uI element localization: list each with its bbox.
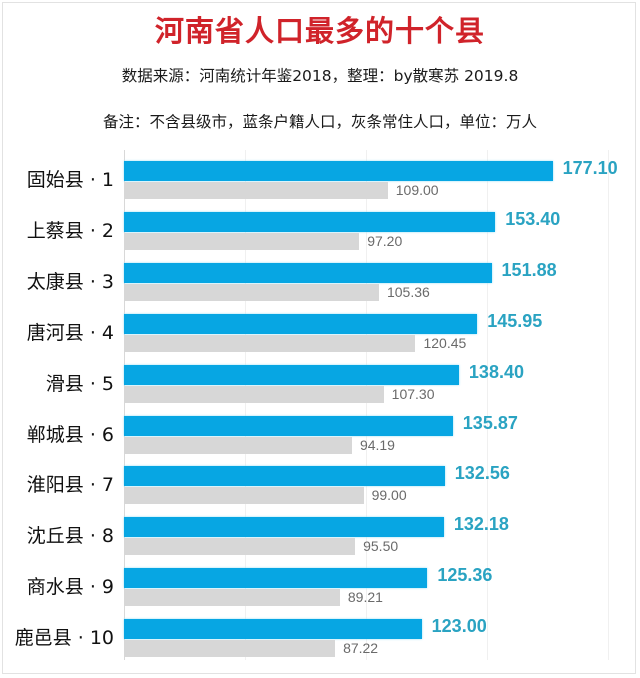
gridline bbox=[487, 150, 488, 660]
chart-note: 备注：不含县级市，蓝条户籍人口，灰条常住人口，单位：万人 bbox=[102, 113, 537, 131]
value-label-registered: 151.88 bbox=[501, 259, 557, 280]
value-label-registered: 138.40 bbox=[468, 361, 524, 382]
bar-registered-population bbox=[124, 568, 428, 589]
category-label: 鹿邑县 · 10 bbox=[14, 627, 114, 650]
bar-resident-population bbox=[124, 589, 340, 607]
bar-registered-population bbox=[124, 211, 496, 232]
value-label-registered: 145.95 bbox=[487, 310, 543, 331]
chart-subtitle: 数据来源：河南统计年鉴2018，整理：by散寒苏 2019.8 bbox=[121, 67, 519, 85]
bar-registered-population bbox=[124, 619, 422, 640]
bar-registered-population bbox=[124, 313, 478, 334]
bar-resident-population bbox=[124, 182, 388, 199]
value-label-registered: 132.56 bbox=[454, 463, 510, 484]
bar-resident-population bbox=[124, 640, 336, 658]
y-axis-line bbox=[124, 150, 125, 660]
value-label-resident: 105.36 bbox=[386, 283, 430, 300]
bar-resident-population bbox=[124, 334, 416, 352]
bar-registered-population bbox=[124, 466, 445, 487]
bar-resident-population bbox=[124, 232, 360, 250]
category-label: 郸城县 · 6 bbox=[26, 423, 114, 446]
category-label: 上蔡县 · 2 bbox=[26, 219, 114, 242]
value-label-resident: 95.50 bbox=[363, 538, 399, 555]
value-label-resident: 107.30 bbox=[391, 385, 435, 402]
bar-row: 上蔡县 · 2 153.40 97.20 bbox=[27, 204, 624, 255]
bar-row: 滑县 · 5 138.40 107.30 bbox=[46, 357, 624, 408]
bar-registered-population bbox=[124, 364, 459, 385]
bar-resident-population bbox=[124, 385, 384, 403]
category-label: 固始县 · 1 bbox=[26, 169, 114, 191]
category-label: 太康县 · 3 bbox=[26, 270, 114, 293]
value-label-resident: 87.22 bbox=[343, 640, 379, 657]
value-label-registered: 153.40 bbox=[505, 208, 561, 229]
value-label-registered: 135.87 bbox=[462, 412, 518, 433]
bar-resident-population bbox=[124, 436, 352, 454]
category-label: 沈丘县 · 8 bbox=[26, 525, 114, 548]
bar-row: 固始县 · 1 177.10 109.00 bbox=[27, 153, 624, 204]
bar-resident-population bbox=[124, 487, 364, 505]
bar-row: 郸城县 · 6 135.87 94.19 bbox=[27, 408, 624, 459]
bar-registered-population bbox=[124, 161, 553, 181]
value-label-resident: 94.19 bbox=[359, 436, 395, 453]
bar-resident-population bbox=[124, 538, 356, 556]
chart-title: 河南省人口最多的十个县 bbox=[154, 14, 485, 48]
gridline bbox=[366, 150, 367, 660]
value-label-registered: 125.36 bbox=[437, 565, 493, 586]
category-label: 淮阳县 · 7 bbox=[26, 474, 114, 497]
bar-row: 唐河县 · 4 145.95 120.45 bbox=[27, 306, 624, 357]
gridline bbox=[245, 150, 246, 660]
bar-row: 淮阳县 · 7 132.56 99.00 bbox=[27, 458, 624, 509]
category-label: 商水县 · 9 bbox=[26, 576, 114, 599]
bar-row: 沈丘县 · 8 132.18 95.50 bbox=[27, 509, 624, 560]
bar-registered-population bbox=[124, 262, 492, 283]
value-label-registered: 132.18 bbox=[453, 514, 509, 535]
bar-row: 商水县 · 9 125.36 89.21 bbox=[27, 560, 624, 611]
value-label-resident: 97.20 bbox=[367, 232, 403, 249]
value-label-registered: 123.00 bbox=[431, 616, 487, 637]
bar-registered-population bbox=[124, 415, 453, 436]
plot-area: 固始县 · 1 177.10 109.00 上蔡县 · 2 153.40 97.20 太康县… bbox=[15, 150, 624, 662]
category-label: 唐河县 · 4 bbox=[26, 321, 114, 344]
value-label-resident: 99.00 bbox=[371, 487, 407, 504]
value-label-registered: 177.10 bbox=[562, 158, 618, 178]
value-label-resident: 120.45 bbox=[423, 334, 467, 351]
bar-registered-population bbox=[124, 517, 444, 538]
gridline bbox=[608, 150, 609, 660]
value-label-resident: 89.21 bbox=[347, 589, 383, 606]
bar-resident-population bbox=[124, 283, 379, 301]
bar-row: 太康县 · 3 151.88 105.36 bbox=[27, 255, 624, 306]
category-label: 滑县 · 5 bbox=[45, 372, 114, 395]
bar-row: 鹿邑县 · 10 123.00 87.22 bbox=[15, 611, 624, 662]
value-label-resident: 109.00 bbox=[395, 182, 439, 198]
